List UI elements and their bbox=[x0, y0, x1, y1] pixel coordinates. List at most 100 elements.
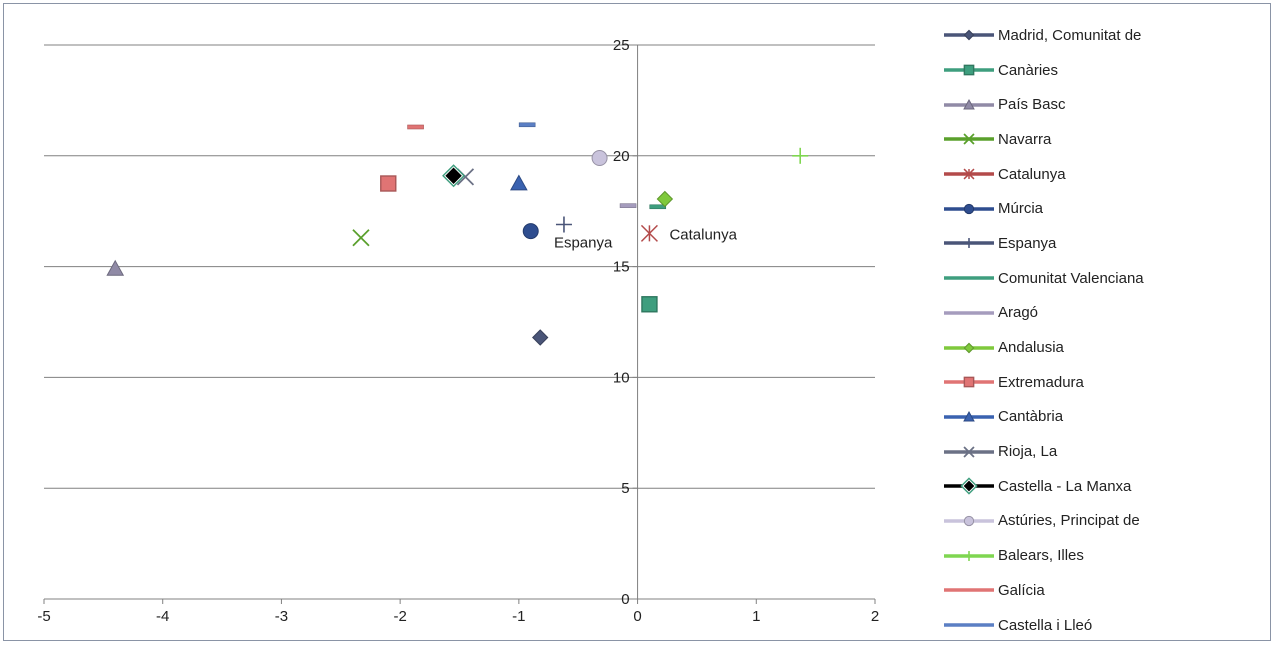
point-andalusia bbox=[656, 190, 674, 208]
legend-label: Castella - La Manxa bbox=[998, 477, 1132, 495]
x-tick-label: 1 bbox=[752, 608, 760, 625]
legend-label: Rioja, La bbox=[998, 443, 1058, 461]
legend-label: Navarra bbox=[998, 130, 1052, 148]
legend-item-cant-bria: Cantàbria bbox=[942, 400, 1262, 435]
point-balears-illes bbox=[792, 147, 809, 164]
legend-marker bbox=[960, 477, 978, 495]
point-espanya bbox=[555, 216, 572, 233]
legend-symbol bbox=[944, 410, 994, 422]
legend-item-castella-la-manxa: Castella - La Manxa bbox=[942, 469, 1262, 504]
legend-item-arag: Aragó bbox=[942, 296, 1262, 331]
y-tick-label: 15 bbox=[613, 259, 630, 276]
point-navarra bbox=[352, 229, 370, 247]
data-points bbox=[106, 122, 809, 346]
legend-label: País Basc bbox=[998, 96, 1066, 114]
legend-label: Espanya bbox=[998, 234, 1057, 252]
point-ast-ries-principat-de bbox=[591, 150, 608, 167]
legend-item-madrid-comunitat-de: Madrid, Comunitat de bbox=[942, 18, 1262, 53]
point-comunitat-valenciana bbox=[649, 204, 667, 210]
legend-marker bbox=[963, 168, 975, 180]
point-gal-cia bbox=[407, 124, 424, 130]
annotation-label: Catalunya bbox=[669, 226, 737, 243]
point-m-rcia bbox=[522, 223, 539, 240]
legend-label: Balears, Illes bbox=[998, 547, 1084, 565]
legend: Madrid, Comunitat de Canàries País Basc Nav… bbox=[942, 18, 1262, 642]
legend-item-castella-i-lle: Castella i Lleó bbox=[942, 608, 1262, 643]
legend-item-ast-ries-principat-de: Astúries, Principat de bbox=[942, 504, 1262, 539]
point-cant-bria bbox=[510, 174, 528, 191]
legend-item-rioja-la: Rioja, La bbox=[942, 434, 1262, 469]
legend-marker bbox=[963, 445, 975, 458]
legend-symbol bbox=[944, 98, 994, 110]
legend-marker bbox=[964, 238, 974, 249]
point-castella-la-manxa bbox=[442, 164, 466, 188]
legend-label: Astúries, Principat de bbox=[998, 512, 1140, 530]
annotations: Espanya Catalunya bbox=[554, 226, 738, 251]
legend-label: Madrid, Comunitat de bbox=[998, 26, 1142, 44]
legend-label: Galícia bbox=[998, 581, 1045, 599]
legend-marker bbox=[963, 98, 975, 110]
legend-symbol bbox=[944, 477, 994, 495]
legend-marker bbox=[963, 515, 975, 527]
point-catalunya bbox=[640, 224, 658, 242]
x-tick-label: -1 bbox=[512, 608, 525, 625]
legend-symbol bbox=[944, 168, 994, 180]
point-can-ries bbox=[641, 296, 658, 313]
x-tick-label: 2 bbox=[871, 608, 879, 625]
legend-marker bbox=[963, 376, 975, 388]
legend-item-comunitat-valenciana: Comunitat Valenciana bbox=[942, 261, 1262, 296]
legend-marker bbox=[963, 342, 975, 353]
legend-marker bbox=[963, 410, 975, 422]
point-pa-s-basc bbox=[106, 259, 125, 276]
axes bbox=[43, 44, 876, 604]
legend-label: Extremadura bbox=[998, 373, 1084, 391]
legend-symbol bbox=[944, 342, 994, 353]
legend-label: Múrcia bbox=[998, 200, 1044, 218]
legend-marker bbox=[964, 550, 974, 561]
legend-item-m-rcia: Múrcia bbox=[942, 191, 1262, 226]
legend-marker bbox=[963, 203, 975, 214]
legend-symbol bbox=[944, 64, 994, 76]
y-tick-label: 0 bbox=[621, 591, 629, 608]
legend-item-gal-cia: Galícia bbox=[942, 573, 1262, 608]
legend-label: Aragó bbox=[998, 304, 1039, 322]
legend-symbol bbox=[944, 588, 994, 593]
legend-label: Canàries bbox=[998, 61, 1059, 79]
legend-symbol bbox=[944, 376, 994, 388]
y-tick-label: 10 bbox=[613, 369, 630, 386]
point-arag bbox=[619, 203, 637, 208]
legend-item-navarra: Navarra bbox=[942, 122, 1262, 157]
x-tick-label: -3 bbox=[275, 608, 288, 625]
legend-item-pa-s-basc: País Basc bbox=[942, 87, 1262, 122]
chart-frame: -5 -4 -3 -2 -1 0 1 2 0 5 10 15 20 25 Espanya Catalunya… bbox=[3, 3, 1271, 641]
y-tick-label: 5 bbox=[621, 480, 629, 497]
legend-symbol bbox=[944, 29, 994, 41]
legend-symbol bbox=[944, 623, 994, 627]
legend-item-can-ries: Canàries bbox=[942, 53, 1262, 88]
legend-symbol bbox=[944, 550, 994, 561]
point-madrid-comunitat-de bbox=[532, 329, 549, 346]
legend-symbol bbox=[944, 133, 994, 146]
legend-marker bbox=[963, 64, 975, 76]
legend-label: Catalunya bbox=[998, 165, 1066, 183]
legend-symbol bbox=[944, 445, 994, 458]
y-tick-label: 20 bbox=[613, 148, 630, 165]
annotation-label: Espanya bbox=[554, 234, 613, 251]
x-tick-label: -4 bbox=[156, 608, 169, 625]
legend-item-andalusia: Andalusia bbox=[942, 330, 1262, 365]
x-tick-label: -2 bbox=[393, 608, 406, 625]
x-tick-label: -5 bbox=[37, 608, 50, 625]
legend-item-espanya: Espanya bbox=[942, 226, 1262, 261]
legend-item-catalunya: Catalunya bbox=[942, 157, 1262, 192]
legend-label: Castella i Lleó bbox=[998, 616, 1093, 634]
legend-symbol bbox=[944, 238, 994, 249]
y-tick-label: 25 bbox=[613, 37, 630, 54]
x-tick-label: 0 bbox=[633, 608, 641, 625]
legend-item-balears-illes: Balears, Illes bbox=[942, 538, 1262, 573]
gridlines bbox=[44, 44, 875, 489]
legend-label: Cantàbria bbox=[998, 408, 1064, 426]
legend-item-extremadura: Extremadura bbox=[942, 365, 1262, 400]
legend-label: Comunitat Valenciana bbox=[998, 269, 1144, 287]
